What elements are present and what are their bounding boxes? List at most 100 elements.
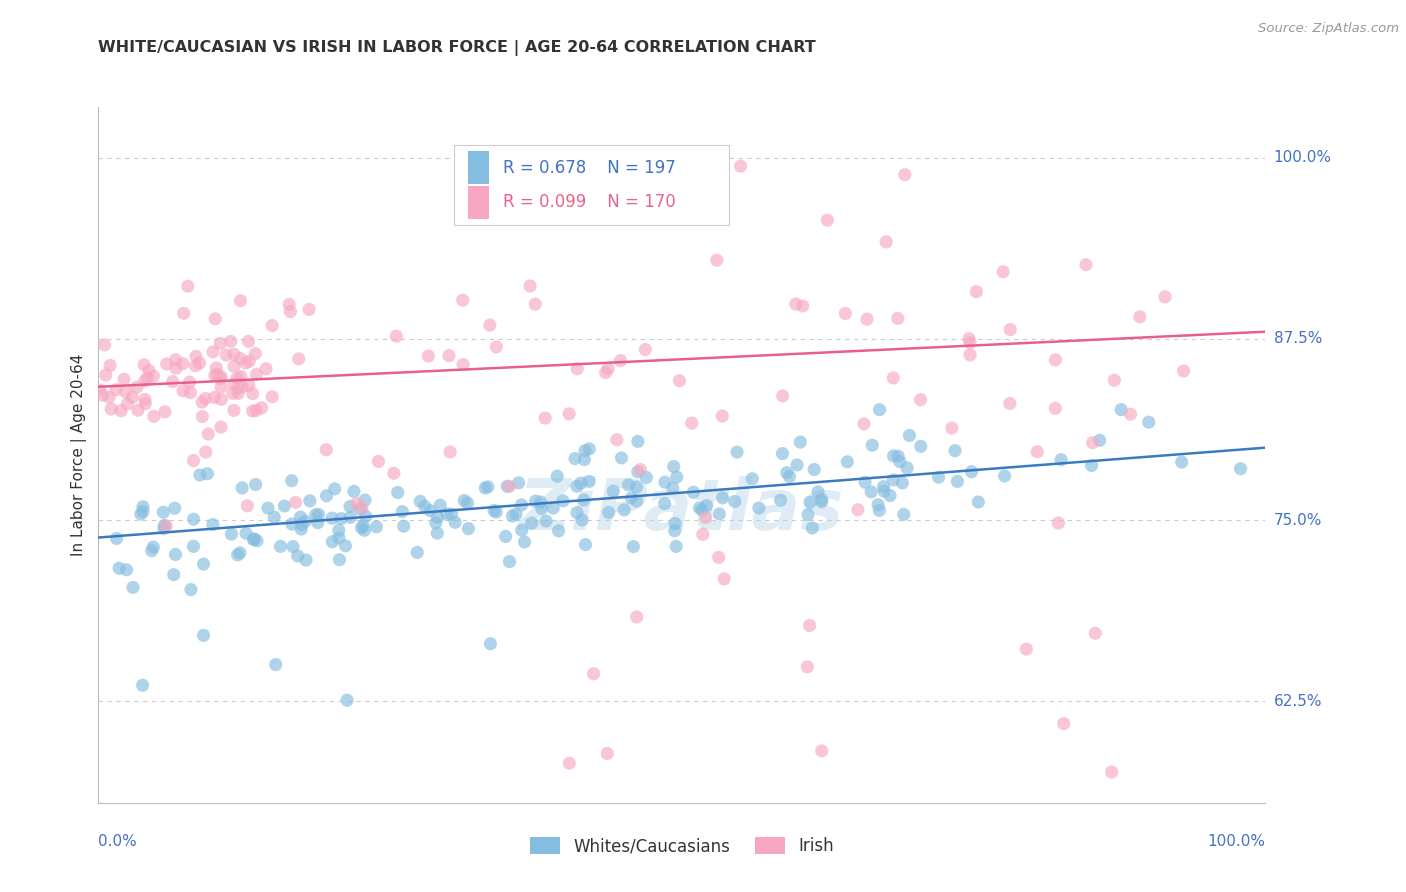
Point	[343, 484, 366, 499]
Point	[482, 503, 505, 517]
Point	[440, 507, 463, 521]
Point	[226, 381, 249, 395]
Point	[173, 306, 195, 320]
Point	[298, 302, 321, 317]
Point	[98, 359, 121, 373]
Point	[510, 523, 533, 537]
Y-axis label: In Labor Force | Age 20-64: In Labor Force | Age 20-64	[72, 354, 87, 556]
Point	[235, 356, 257, 370]
Point	[209, 380, 232, 394]
Point	[391, 505, 413, 519]
Point	[242, 533, 264, 547]
Point	[307, 516, 329, 530]
Point	[546, 469, 568, 483]
Point	[245, 346, 267, 360]
Point	[534, 514, 557, 528]
Point	[387, 485, 409, 500]
Point	[498, 555, 520, 569]
Point	[350, 521, 373, 535]
Point	[1015, 642, 1038, 657]
Point	[263, 510, 285, 524]
Point	[602, 484, 624, 499]
Point	[1050, 452, 1073, 467]
Point	[197, 427, 219, 442]
Point	[429, 498, 451, 512]
Point	[474, 481, 496, 495]
Point	[257, 501, 280, 516]
Point	[226, 371, 249, 385]
Point	[204, 368, 226, 383]
Point	[1047, 516, 1070, 530]
Point	[910, 392, 932, 407]
Point	[501, 508, 523, 523]
Point	[621, 540, 644, 554]
Point	[222, 386, 245, 401]
Point	[965, 285, 987, 299]
Point	[769, 493, 792, 508]
Point	[1109, 402, 1132, 417]
Point	[724, 494, 747, 508]
Point	[243, 532, 266, 546]
Point	[1000, 323, 1022, 337]
Point	[710, 78, 733, 92]
Point	[868, 503, 890, 517]
Text: 87.5%: 87.5%	[1274, 332, 1322, 346]
Point	[457, 522, 479, 536]
Point	[959, 335, 981, 350]
Point	[513, 535, 536, 549]
Point	[134, 397, 156, 411]
Point	[231, 481, 253, 495]
Point	[330, 511, 353, 525]
Point	[617, 478, 640, 492]
Point	[238, 334, 260, 349]
Point	[882, 473, 904, 487]
Point	[496, 479, 519, 493]
Point	[1173, 364, 1195, 378]
Point	[115, 563, 138, 577]
Point	[582, 666, 605, 681]
Point	[221, 527, 243, 541]
Point	[437, 349, 460, 363]
Point	[664, 524, 686, 538]
Point	[873, 484, 896, 499]
Point	[868, 498, 890, 512]
Point	[896, 461, 918, 475]
Point	[165, 361, 187, 376]
Point	[998, 396, 1021, 410]
Point	[409, 494, 432, 508]
Point	[235, 526, 257, 541]
Point	[609, 353, 631, 368]
Point	[354, 493, 377, 508]
Point	[419, 503, 441, 517]
Point	[846, 502, 869, 516]
Point	[530, 501, 553, 516]
Point	[426, 510, 449, 524]
Point	[328, 524, 350, 538]
Point	[711, 491, 734, 505]
Point	[287, 351, 309, 366]
Point	[524, 297, 547, 311]
Point	[852, 417, 875, 431]
Point	[204, 390, 226, 404]
Point	[278, 304, 301, 318]
Point	[163, 501, 186, 516]
Point	[779, 469, 801, 483]
Point	[578, 442, 600, 456]
Point	[529, 495, 551, 509]
Point	[354, 509, 377, 524]
Point	[366, 520, 388, 534]
Point	[928, 470, 950, 484]
Point	[152, 505, 174, 519]
Point	[209, 371, 232, 385]
Point	[807, 485, 830, 500]
Point	[451, 358, 474, 372]
Point	[153, 522, 176, 536]
Point	[860, 438, 883, 452]
Point	[574, 538, 596, 552]
Point	[385, 329, 408, 343]
Point	[453, 493, 475, 508]
Point	[172, 384, 194, 398]
Point	[350, 500, 373, 515]
Point	[967, 495, 990, 509]
Point	[626, 610, 648, 624]
